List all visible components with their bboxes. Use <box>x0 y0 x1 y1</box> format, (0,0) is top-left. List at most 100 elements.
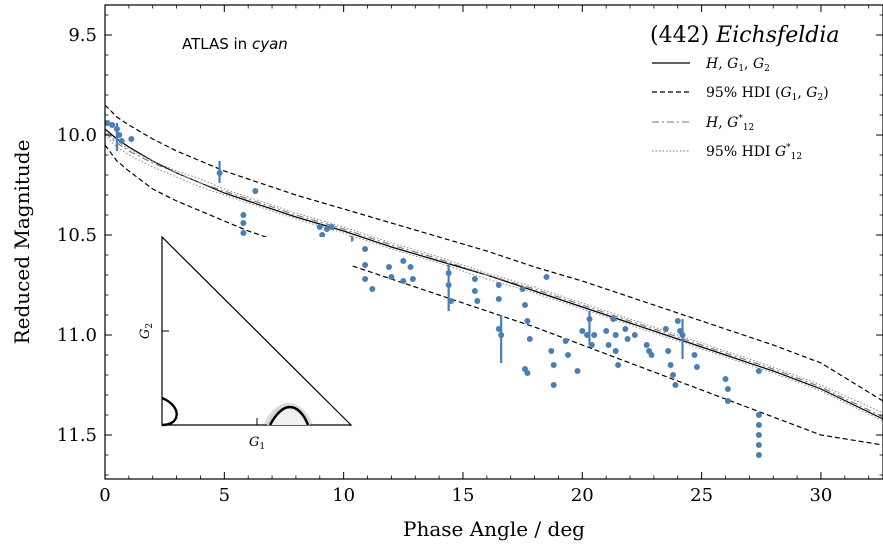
data-point <box>648 352 655 358</box>
data-point <box>104 120 111 126</box>
x-tick-label: 10 <box>332 485 355 506</box>
data-point <box>319 232 326 238</box>
data-point <box>579 328 586 334</box>
data-point <box>240 230 247 236</box>
data-point <box>543 274 550 280</box>
data-point <box>612 348 619 354</box>
data-point <box>471 276 478 282</box>
data-point <box>622 326 629 332</box>
data-point <box>615 362 622 368</box>
data-point <box>631 332 638 338</box>
y-tick-label: 10.5 <box>57 225 97 246</box>
inset-g1-g2: G1 G2 <box>138 235 353 452</box>
data-point <box>316 224 323 230</box>
data-point <box>662 326 669 332</box>
chart-title: (442) Eichsfeldia <box>650 23 839 48</box>
data-point <box>445 282 452 288</box>
data-point <box>118 138 125 144</box>
data-point <box>665 348 672 354</box>
data-point <box>584 332 591 338</box>
data-point <box>679 332 686 338</box>
data-point <box>691 352 698 358</box>
data-point <box>672 382 679 388</box>
title-number: (442) <box>650 23 709 48</box>
data-point <box>495 296 502 302</box>
data-point <box>722 376 729 382</box>
data-points <box>104 120 762 458</box>
plot-frame <box>104 4 883 480</box>
inset-x-label: G1 <box>249 435 265 452</box>
legend: H, G1, G2 95% HDI (G1, G2) H, G*12 95% H… <box>652 56 829 162</box>
data-point <box>362 246 369 252</box>
data-point <box>603 328 610 334</box>
data-point <box>240 220 247 226</box>
curve-hdi12-upper <box>104 130 883 414</box>
data-point <box>116 132 123 138</box>
data-point <box>605 342 612 348</box>
data-point <box>109 122 116 128</box>
data-point <box>495 326 502 332</box>
data-point <box>755 368 762 374</box>
axis-ticks: 0 5 10 15 20 25 30 9.5 10.0 10.5 11.0 11.5 <box>57 5 883 506</box>
x-tick-label: 25 <box>690 485 713 506</box>
data-point <box>550 382 557 388</box>
data-point <box>755 422 762 428</box>
data-point <box>755 452 762 458</box>
title-name: Eichsfeldia <box>715 23 839 48</box>
data-point <box>724 386 731 392</box>
legend-label-hdi: 95% HDI (G1, G2) <box>706 85 829 103</box>
data-point <box>128 136 135 142</box>
data-point <box>524 370 531 376</box>
data-point <box>624 336 631 342</box>
x-tick-label: 0 <box>99 485 110 506</box>
curve-hdi-upper <box>104 104 883 402</box>
data-point <box>474 298 481 304</box>
data-point <box>448 298 454 304</box>
data-point <box>755 412 762 418</box>
data-point <box>240 212 247 218</box>
data-point <box>323 226 330 232</box>
data-point <box>755 432 762 438</box>
data-point <box>252 188 259 194</box>
data-point <box>400 278 407 284</box>
legend-label-hg12: H, G*12 <box>705 114 754 133</box>
data-point <box>113 126 120 132</box>
data-point <box>693 364 700 370</box>
data-point <box>588 342 595 348</box>
y-axis-label: Reduced Magnitude <box>10 140 34 345</box>
curve-hg12 <box>104 132 883 418</box>
data-point <box>328 224 335 230</box>
curve-hg1g2 <box>104 128 883 420</box>
data-point <box>445 270 452 276</box>
inset-density-contour <box>268 405 310 426</box>
data-point <box>586 316 593 322</box>
legend-label-hg1g2: H, G1, G2 <box>705 56 770 74</box>
data-point <box>471 288 478 294</box>
inset-y-label: G2 <box>138 323 155 339</box>
data-point <box>400 258 407 264</box>
data-point <box>612 332 619 338</box>
data-point <box>524 318 531 324</box>
data-point <box>362 276 369 282</box>
atlas-annotation-emph: cyan <box>252 35 288 53</box>
data-point <box>522 302 528 308</box>
data-point <box>574 368 581 374</box>
data-point <box>565 352 571 358</box>
data-point <box>362 262 369 268</box>
atlas-annotation-prefix: ATLAS in <box>182 35 247 53</box>
x-tick-label: 20 <box>571 485 594 506</box>
data-point <box>610 316 617 322</box>
y-tick-label: 10.0 <box>57 125 97 146</box>
data-point <box>526 336 533 342</box>
data-point <box>674 318 681 324</box>
data-point <box>548 348 555 354</box>
y-tick-label: 11.0 <box>57 325 97 346</box>
data-point <box>562 338 569 344</box>
curve-hdi12-lower <box>104 134 883 422</box>
data-point <box>755 442 762 448</box>
data-point <box>386 264 392 270</box>
data-point <box>519 286 526 292</box>
x-tick-label: 30 <box>809 485 832 506</box>
atlas-annotation: ATLAS in cyan <box>182 35 288 53</box>
